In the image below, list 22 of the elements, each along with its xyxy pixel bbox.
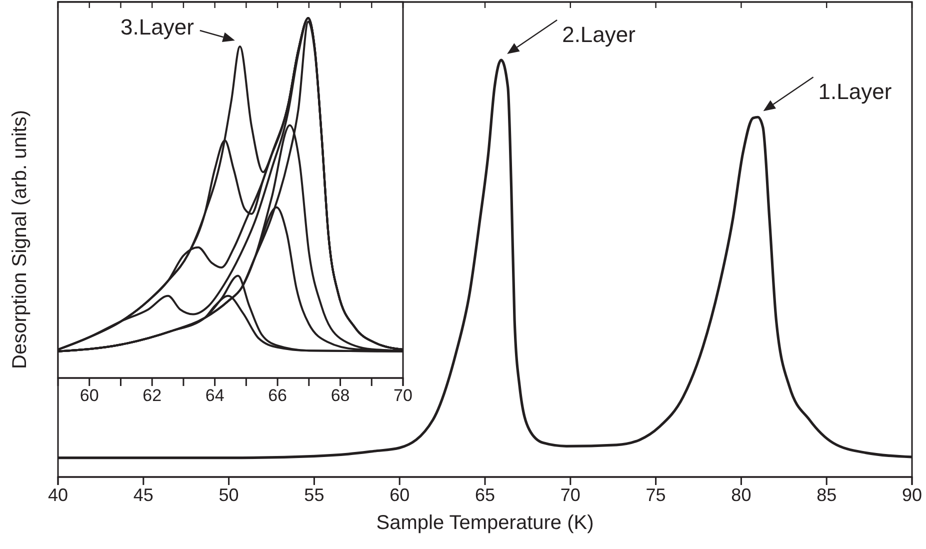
x-tick-label: 40 xyxy=(48,484,68,505)
y-axis-title: Desorption Signal (arb. units) xyxy=(9,110,31,370)
x-tick-label: 60 xyxy=(80,386,99,406)
x-tick-label: 70 xyxy=(394,386,412,406)
x-axis-title: Sample Temperature (K) xyxy=(376,512,594,534)
annotation: 2.Layer xyxy=(562,22,636,47)
annotation: 1.Layer xyxy=(818,79,892,104)
x-tick-label: 62 xyxy=(142,386,162,406)
annotation: 3.Layer xyxy=(120,14,194,40)
x-tick-label: 85 xyxy=(816,484,837,505)
x-tick-label: 65 xyxy=(474,484,496,505)
x-tick-label: 64 xyxy=(205,386,224,406)
x-tick-label: 90 xyxy=(902,484,922,505)
x-tick-label: 80 xyxy=(731,484,752,505)
x-tick-label: 75 xyxy=(646,484,666,505)
x-tick-label: 60 xyxy=(390,484,410,505)
x-tick-label: 68 xyxy=(330,386,350,406)
x-tick-label: 55 xyxy=(304,484,324,505)
x-tick-label: 66 xyxy=(268,386,288,406)
x-tick-label: 45 xyxy=(133,484,154,505)
x-tick-label: 70 xyxy=(560,484,580,505)
x-tick-label: 50 xyxy=(218,484,239,505)
